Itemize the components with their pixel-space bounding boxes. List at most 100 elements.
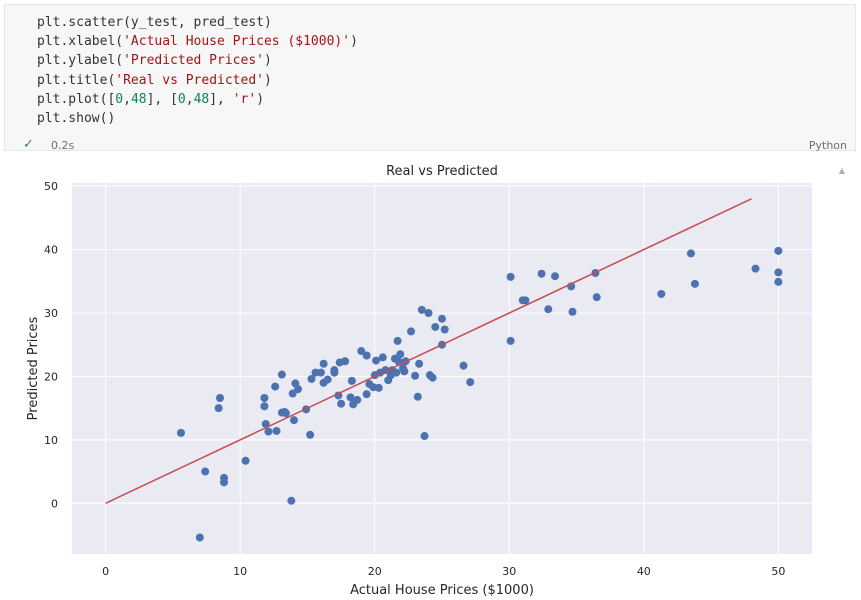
data-point	[347, 376, 356, 385]
code-token: plt.scatter(y_test, pred_test)	[37, 15, 272, 30]
reference-line	[105, 198, 752, 504]
data-point	[281, 409, 290, 418]
data-point	[774, 268, 783, 277]
data-point	[261, 419, 270, 428]
data-point	[353, 395, 362, 404]
y-tick-label: 0	[51, 497, 58, 510]
check-icon: ✓	[23, 137, 34, 152]
code-token: plt.plot([	[37, 91, 116, 107]
language-label[interactable]: Python	[808, 139, 847, 152]
x-tick-label: 30	[502, 565, 516, 578]
code-token: )	[264, 72, 272, 88]
data-point	[459, 361, 468, 370]
data-point	[392, 368, 401, 377]
code-line[interactable]: plt.plot([0,48], [0,48], 'r')	[37, 90, 358, 109]
data-point	[657, 289, 666, 298]
y-tick-labels: 0 10 20 30 40 50	[44, 180, 58, 510]
data-point	[362, 390, 371, 399]
code-token: ], [	[146, 91, 178, 107]
y-tick-label: 10	[44, 434, 58, 447]
data-point	[372, 356, 381, 365]
data-point	[260, 402, 269, 411]
code-cell[interactable]: plt.scatter(y_test, pred_test) plt.xlabel…	[4, 4, 856, 152]
data-point	[334, 391, 343, 400]
x-tick-label: 0	[102, 565, 109, 578]
data-point	[774, 246, 783, 255]
y-tick-label: 50	[44, 180, 58, 193]
y-tick-label: 30	[44, 307, 58, 320]
chart-title: Real vs Predicted	[386, 164, 498, 179]
data-point	[323, 375, 332, 384]
data-point	[271, 382, 280, 391]
data-point	[411, 371, 420, 380]
execution-time: 0.2s	[51, 139, 75, 152]
x-gridlines	[105, 183, 779, 554]
data-point	[277, 370, 286, 379]
code-token: 0	[115, 91, 124, 107]
data-point	[686, 249, 695, 258]
code-line[interactable]: plt.show()	[37, 109, 358, 128]
data-point	[241, 456, 250, 465]
data-point	[306, 430, 315, 439]
data-point	[400, 367, 409, 376]
data-point	[294, 385, 303, 394]
data-point	[264, 427, 273, 436]
data-point	[506, 336, 515, 345]
data-point	[417, 305, 426, 314]
data-point	[431, 322, 440, 331]
code-token: plt.xlabel(	[37, 34, 124, 50]
code-token: 'r'	[232, 91, 257, 107]
cell-output: ▲ 0 10 20 30 40 50 0 10 20 30 40 50 Real vs Predic…	[0, 152, 861, 598]
data-point	[415, 359, 424, 368]
data-point	[568, 307, 577, 316]
x-tick-label: 50	[771, 565, 785, 578]
x-tick-label: 40	[637, 565, 651, 578]
data-point	[544, 305, 553, 314]
data-point	[330, 366, 339, 375]
y-axis-label: Predicted Prices	[26, 316, 41, 420]
plot-area	[72, 183, 812, 554]
scroll-up-icon[interactable]: ▲	[838, 166, 845, 175]
data-point	[201, 467, 210, 476]
data-point	[690, 279, 699, 288]
x-tick-labels: 0 10 20 30 40 50	[102, 565, 785, 578]
x-axis-label: Actual House Prices ($1000)	[350, 583, 534, 596]
code-token: plt.ylabel(	[37, 53, 124, 69]
data-point	[288, 389, 297, 398]
code-line[interactable]: plt.xlabel('Actual House Prices ($1000)'…	[37, 32, 358, 51]
data-point	[272, 426, 281, 435]
data-point	[396, 350, 405, 359]
code-editor[interactable]: plt.scatter(y_test, pred_test) plt.xlabel…	[37, 13, 358, 128]
y-gridlines	[72, 185, 812, 504]
code-token: ,	[185, 91, 194, 107]
data-point	[506, 272, 515, 281]
y-tick-label: 20	[44, 370, 58, 383]
data-point	[378, 353, 387, 362]
data-point	[466, 378, 475, 387]
data-point	[290, 416, 298, 425]
data-point	[319, 359, 328, 368]
data-point	[307, 374, 316, 383]
code-token: )	[263, 53, 272, 69]
code-token: 0	[177, 91, 186, 107]
code-line[interactable]: plt.scatter(y_test, pred_test)	[37, 13, 358, 32]
data-point	[537, 269, 546, 278]
data-point	[440, 325, 449, 334]
data-point	[407, 327, 416, 336]
data-point	[774, 277, 783, 286]
x-tick-label: 20	[368, 565, 382, 578]
data-point	[374, 383, 383, 392]
data-point	[260, 393, 269, 402]
data-point	[428, 373, 437, 382]
data-point	[176, 428, 185, 437]
code-line[interactable]: plt.ylabel('Predicted Prices')	[37, 51, 358, 70]
code-line[interactable]: plt.title('Real vs Predicted')	[37, 71, 358, 90]
code-token: 'Actual House Prices ($1000)'	[123, 34, 351, 50]
data-point	[438, 314, 446, 323]
data-point	[592, 293, 601, 302]
data-point	[420, 432, 429, 441]
data-point	[551, 272, 560, 281]
code-token: plt.show()	[37, 110, 116, 126]
data-point	[424, 309, 433, 318]
data-point	[341, 357, 350, 366]
